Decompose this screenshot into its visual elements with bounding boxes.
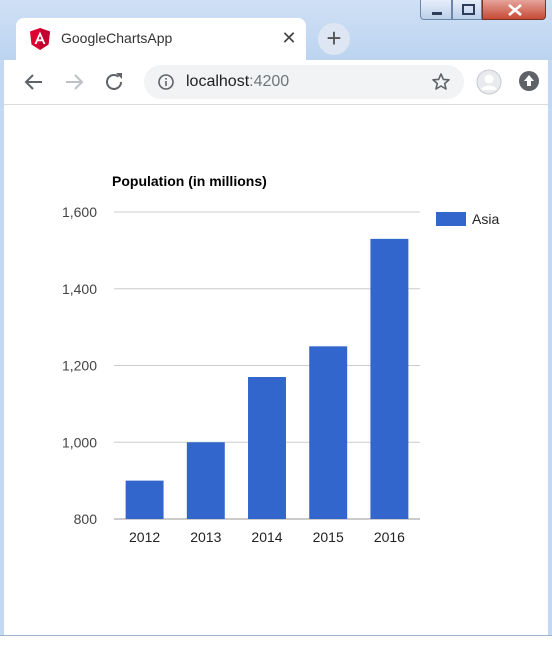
x-tick-label: 2015 [313,529,344,545]
address-url: localhost:4200 [186,73,289,91]
profile-avatar-icon[interactable] [476,69,502,95]
x-axis-labels: 2012 2013 2014 2015 2016 [129,529,405,545]
bar-2016[interactable] [370,238,409,520]
minimize-icon[interactable] [420,0,452,20]
bar-2012[interactable] [125,480,164,519]
bar-2013[interactable] [186,442,225,519]
bar-2014[interactable] [248,377,286,519]
reload-icon[interactable] [102,70,126,94]
legend-label: Asia [472,211,499,227]
window-bottom-border [0,635,552,653]
y-tick-label: 1,000 [62,434,97,450]
forward-arrow-icon[interactable] [62,70,86,94]
x-tick-label: 2016 [374,529,405,545]
upload-extension-icon[interactable] [518,70,540,92]
bookmark-star-icon[interactable] [431,72,451,92]
y-tick-label: 1,600 [62,204,97,220]
chart-title: Population (in millions) [112,173,267,189]
maximize-icon[interactable] [452,0,482,20]
x-tick-label: 2012 [129,529,160,545]
window-close-icon[interactable] [482,0,546,20]
tab-title: GoogleChartsApp [61,30,173,46]
population-bar-chart: Population (in millions) 800 1,000 1,200 1,… [62,173,499,545]
address-bar[interactable]: localhost:4200 [144,65,464,99]
url-host: localhost [186,73,250,90]
title-bar: GoogleChartsApp ✕ + [0,0,552,60]
y-axis-labels: 800 1,000 1,200 1,400 1,600 [62,204,97,527]
new-tab-icon[interactable]: + [318,23,350,55]
browser-toolbar: localhost:4200 [4,60,548,105]
info-icon[interactable] [158,74,174,90]
page-content: Population (in millions) 800 1,000 1,200 1,… [4,105,548,635]
y-tick-label: 1,400 [62,281,97,297]
url-port: :4200 [249,73,290,90]
chart-bars [125,238,409,520]
window-controls [420,0,548,22]
x-tick-label: 2013 [190,529,221,545]
y-tick-label: 800 [74,511,98,527]
x-tick-label: 2014 [251,529,282,545]
legend-swatch [436,212,466,226]
y-tick-label: 1,200 [62,358,97,374]
back-arrow-icon[interactable] [22,70,46,94]
bar-2015[interactable] [309,346,348,519]
close-tab-icon[interactable]: ✕ [281,28,297,48]
browser-tab[interactable]: GoogleChartsApp ✕ [16,18,306,60]
angular-logo-icon [30,28,50,50]
chart-legend: Asia [436,211,499,227]
